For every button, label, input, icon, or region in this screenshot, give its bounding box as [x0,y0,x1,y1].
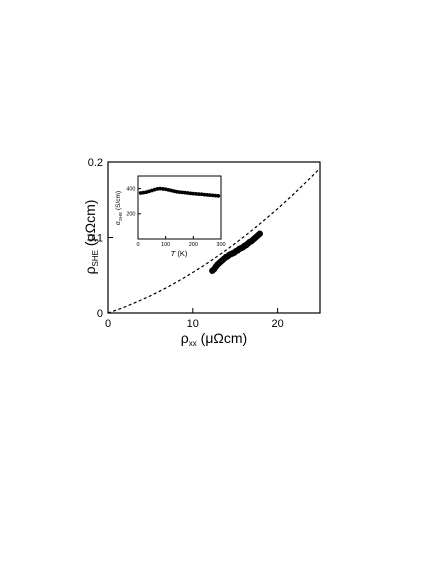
inset-y-axis-label-unit: (S/cm) [115,191,122,212]
inset-x-axis-label: T (K) [171,249,188,258]
inset-x-tick-label: 0 [136,242,139,248]
inset-data-point [180,190,185,195]
y-axis-label-unit: (μΩcm) [82,200,98,250]
inset-data-point [216,194,221,198]
inset-data-point [185,191,190,195]
inset-data-point [183,190,187,195]
inset-chart: 0 100 200 300 200 400 T (K) σSHE (S/cm) [115,175,226,258]
y-tick-label: 0 [97,308,103,320]
inset-x-axis-label-unit: (K) [175,249,188,258]
inset-x-tick-label: 100 [161,242,170,248]
inset-ticks: 0 100 200 300 200 400 [126,187,225,248]
inset-data-point [213,193,218,198]
fit-curve-dashed [107,167,321,314]
inset-plot-frame [137,175,222,240]
x-axis-label-unit: (μΩcm) [197,330,247,346]
inset-data-point [158,186,163,191]
y-axis-label: ρSHE (μΩcm) [82,200,100,275]
inset-data-points [138,186,221,198]
inset-x-axis-label-main: T [171,249,177,258]
x-tick-label: 10 [187,318,199,330]
data-point [256,230,263,237]
inset-data-point [199,192,204,197]
inset-data-point [155,186,160,191]
inset-data-point [210,193,215,198]
y-axis-label-main: ρ [82,266,98,274]
x-tick-label: 20 [271,318,283,330]
inset-data-point [208,193,212,198]
inset-x-tick-label: 300 [216,242,225,248]
y-tick-label: 0.2 [88,157,103,169]
inset-y-axis-label: σSHE (S/cm) [115,191,123,225]
inset-y-tick-label: 200 [126,212,135,218]
inset-y-axis-label-main: σ [115,221,122,225]
inset-y-axis-label-subscript: SHE [118,212,123,221]
x-axis-label: ρxx (μΩcm) [181,330,247,348]
x-axis-label-main: ρ [181,330,189,346]
inset-y-tick-label: 400 [126,187,135,193]
inset-data-point [196,192,201,197]
inset-x-tick-label: 200 [189,242,198,248]
main-data-points [209,230,263,274]
inset-data-point [191,191,196,196]
inset-data-point [205,193,210,197]
inset-data-point [174,189,179,194]
inset-data-point [138,191,143,195]
y-tick-label: 0.1 [88,232,103,244]
inset-data-point [188,191,193,196]
y-axis-label-subscript: SHE [91,250,100,266]
inset-data-point [177,190,182,195]
x-axis-label-subscript: xx [189,339,197,348]
inset-data-point [194,191,199,196]
inset-data-point [202,192,207,197]
inset-data-point [161,186,165,191]
x-tick-label: 0 [105,318,111,330]
